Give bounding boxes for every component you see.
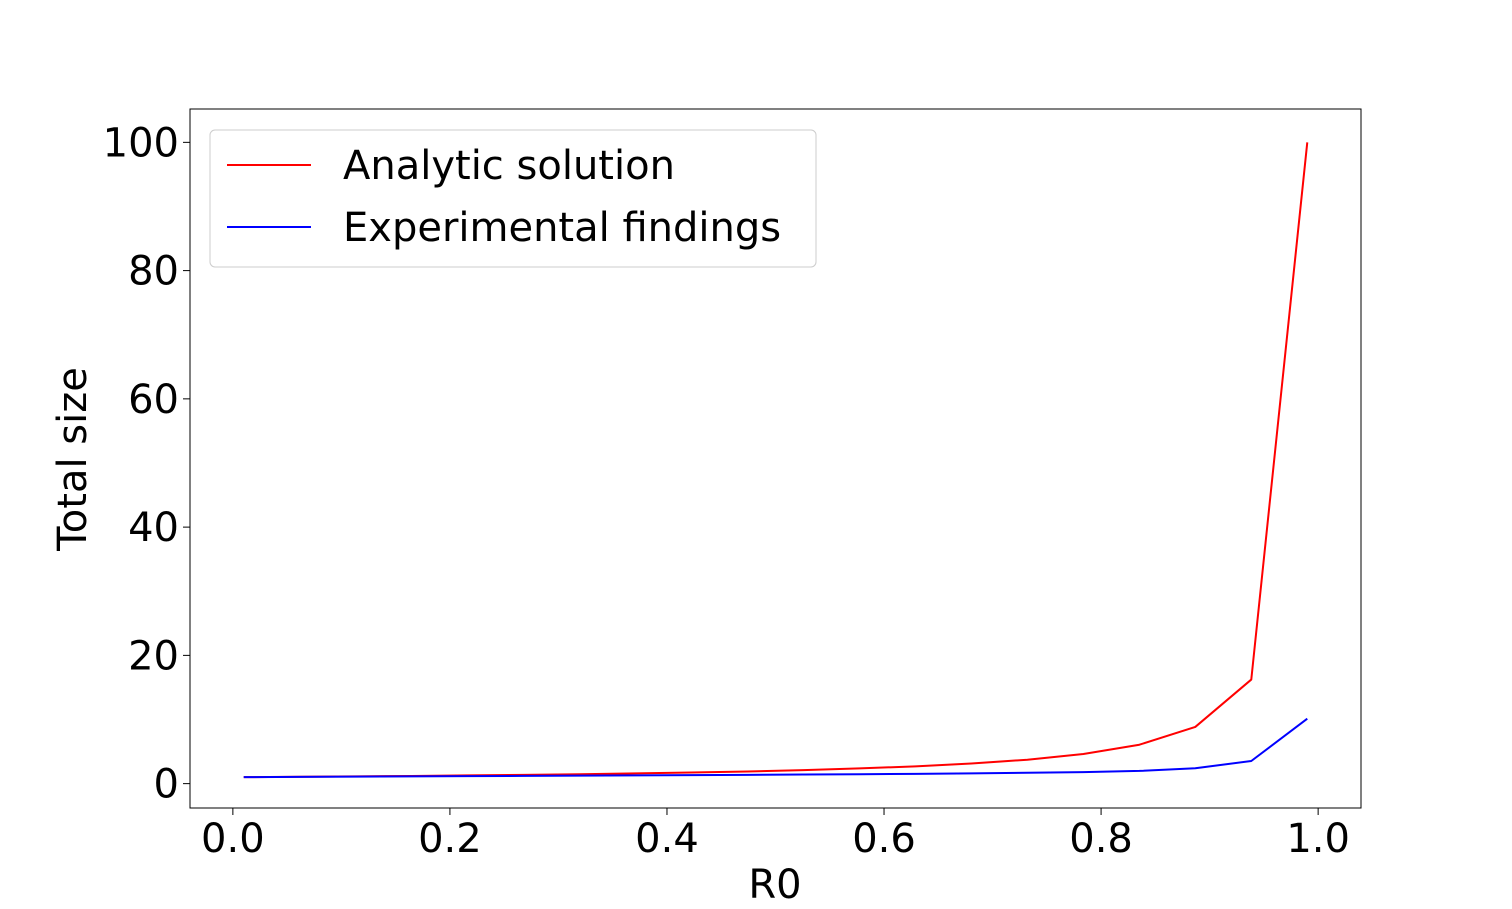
x-tick-label: 0.4 xyxy=(635,816,699,862)
x-tick-label: 0.0 xyxy=(201,816,265,862)
plot-area xyxy=(189,108,1362,809)
x-tick-label: 0.2 xyxy=(418,816,482,862)
plot-frame xyxy=(189,108,1362,809)
y-axis-ticks: 0 20 40 60 80 100 xyxy=(103,120,190,808)
x-tick-label: 1.0 xyxy=(1286,816,1350,862)
y-tick-label: 20 xyxy=(128,633,179,679)
x-axis-ticks: 0.0 0.2 0.4 0.6 0.8 1.0 xyxy=(201,808,1350,862)
y-tick-label: 80 xyxy=(128,249,179,295)
series-layer xyxy=(243,142,1309,779)
x-tick-label: 0.8 xyxy=(1069,816,1133,862)
y-axis-label: Total size xyxy=(50,367,96,552)
legend-box xyxy=(209,129,817,268)
series-line-2 xyxy=(243,717,1308,779)
legend-label-2: Experimental findings xyxy=(343,205,781,251)
x-tick-label: 0.6 xyxy=(852,816,916,862)
x-axis-label: R0 xyxy=(748,862,801,908)
legend: Analytic solution Experimental findings xyxy=(209,129,817,268)
y-tick-label: 60 xyxy=(128,377,179,423)
legend-label-1: Analytic solution xyxy=(343,143,675,189)
y-tick-label: 100 xyxy=(103,120,179,166)
y-tick-label: 0 xyxy=(154,762,179,808)
y-tick-label: 40 xyxy=(128,505,179,551)
